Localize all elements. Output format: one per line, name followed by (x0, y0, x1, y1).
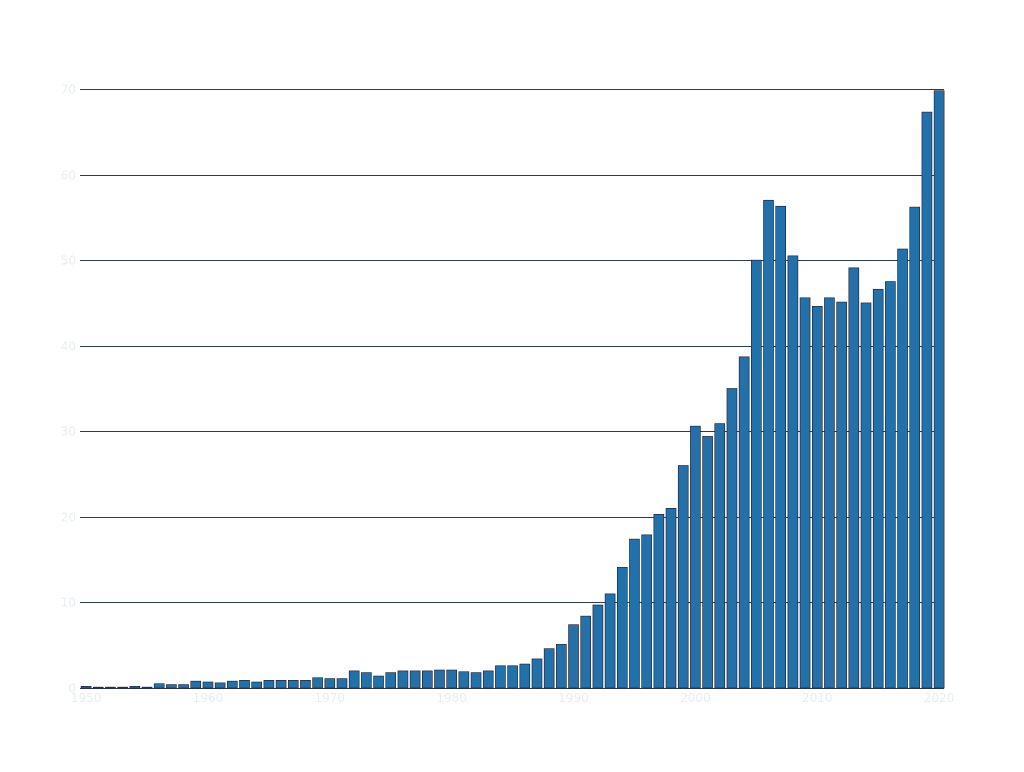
bar-1980 (446, 669, 457, 689)
bar-1986 (519, 663, 531, 689)
x-tick-label: 1950 (71, 691, 102, 705)
bar-2004 (738, 356, 750, 689)
bar-1962 (227, 680, 238, 689)
bar-1971 (336, 678, 348, 689)
y-tick-label: 30 (61, 425, 76, 439)
bar-2009 (799, 297, 811, 689)
bar-1997 (653, 513, 665, 689)
bar-2002 (714, 423, 726, 689)
bar-1967 (287, 679, 299, 689)
bar-1976 (397, 670, 409, 689)
bar-2005 (751, 259, 762, 689)
bar-2012 (836, 301, 847, 689)
bar-1993 (604, 593, 616, 689)
bar-1974 (373, 675, 384, 689)
bar-1979 (434, 669, 445, 689)
bar-1994 (616, 567, 628, 689)
bar-1956 (153, 683, 165, 689)
bar-1959 (190, 680, 202, 689)
bar-2003 (726, 388, 738, 689)
y-tick-label: 40 (61, 340, 76, 354)
bar-1957 (166, 684, 177, 689)
bar-1951 (92, 686, 104, 689)
bar-2016 (885, 281, 896, 689)
bar-1991 (580, 615, 592, 689)
bar-1973 (361, 672, 372, 689)
bar-2014 (860, 302, 872, 689)
bar-1955 (141, 686, 153, 689)
bar-1970 (324, 678, 336, 689)
bar-2017 (897, 248, 908, 689)
bar-1953 (117, 686, 128, 689)
bar-2001 (702, 436, 713, 689)
bar-1952 (105, 686, 116, 689)
bar-1969 (312, 677, 323, 689)
bar-1981 (458, 671, 470, 689)
bar-1958 (178, 684, 189, 689)
x-tick-label: 2020 (924, 691, 955, 705)
bar-2020 (933, 90, 945, 689)
bar-1999 (677, 465, 689, 689)
y-tick-label: 50 (61, 254, 76, 268)
bar-2006 (763, 199, 774, 689)
grid-lines (80, 89, 944, 689)
bar-2015 (872, 288, 884, 689)
x-tick-label: 2010 (802, 691, 833, 705)
bar-1978 (422, 670, 433, 689)
bar-1998 (665, 507, 677, 689)
bar-1950 (80, 685, 92, 689)
bar-1964 (251, 681, 262, 689)
bar-1982 (470, 672, 482, 689)
bar-1960 (202, 681, 214, 689)
bar-1989 (556, 644, 567, 689)
x-axis-tick-labels: 1950 1960 1970 1980 1990 2000 2010 2020 (71, 691, 955, 705)
bar-1996 (641, 534, 652, 689)
x-tick-label: 1990 (558, 691, 589, 705)
bar-2018 (909, 206, 921, 689)
x-tick-label: 1970 (315, 691, 346, 705)
bar-1992 (592, 604, 604, 689)
bar-1990 (568, 624, 579, 689)
bar-1954 (129, 685, 141, 689)
bar-2000 (690, 425, 701, 689)
bar-1968 (300, 679, 311, 689)
bar-1975 (385, 672, 397, 689)
bar-1965 (263, 679, 275, 689)
y-tick-label: 70 (61, 83, 76, 97)
bar-2010 (811, 306, 823, 689)
bar-2007 (775, 205, 787, 689)
bar-2013 (848, 267, 860, 689)
bar-1988 (543, 648, 555, 689)
bar-1984 (495, 665, 506, 689)
bar-1972 (348, 670, 360, 689)
bar-1966 (275, 679, 287, 689)
bar-1985 (507, 665, 518, 689)
bar-1963 (239, 679, 250, 689)
bars (80, 90, 945, 689)
bar-2008 (787, 255, 799, 689)
bar-1977 (409, 670, 421, 689)
bar-1987 (531, 658, 543, 689)
y-tick-label: 60 (61, 169, 76, 183)
bar-1995 (629, 538, 640, 689)
y-tick-label: 20 (61, 511, 76, 525)
bar-1961 (214, 682, 226, 689)
x-tick-label: 1960 (193, 691, 224, 705)
x-tick-label: 1980 (436, 691, 467, 705)
y-tick-label: 0 (68, 682, 76, 696)
y-tick-label: 10 (61, 596, 76, 610)
x-tick-label: 2000 (680, 691, 711, 705)
bar-2011 (824, 297, 835, 689)
bar-2019 (921, 111, 933, 689)
bar-1983 (482, 670, 494, 689)
y-axis-tick-labels: 0 10 20 30 40 50 60 70 (61, 83, 76, 696)
